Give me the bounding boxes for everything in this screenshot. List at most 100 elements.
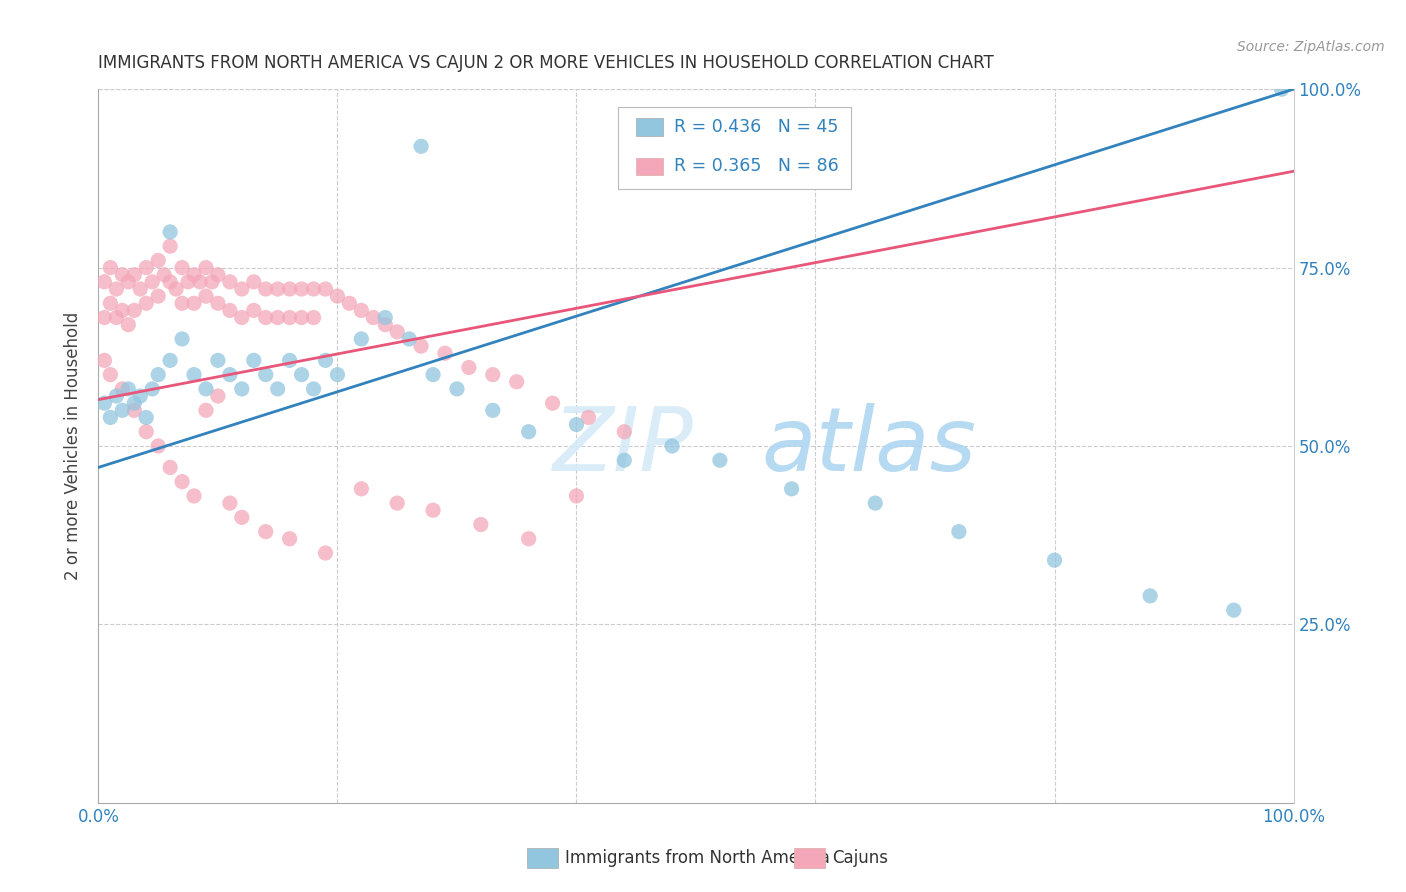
Point	[177, 275, 200, 289]
Point	[517, 532, 540, 546]
Text: R = 0.365   N = 86: R = 0.365 N = 86	[675, 157, 839, 175]
Point	[578, 410, 600, 425]
Point	[302, 282, 325, 296]
Point	[219, 368, 242, 382]
Point	[148, 439, 170, 453]
Point	[135, 410, 157, 425]
Point	[129, 389, 152, 403]
Point	[254, 310, 277, 325]
Point	[195, 403, 218, 417]
Text: ZIP: ZIP	[553, 403, 693, 489]
Point	[243, 275, 266, 289]
Point	[350, 332, 373, 346]
Point	[207, 268, 229, 282]
Point	[124, 396, 146, 410]
Point	[231, 510, 253, 524]
Point	[278, 310, 301, 325]
Text: Source: ZipAtlas.com: Source: ZipAtlas.com	[1237, 40, 1385, 54]
Point	[159, 353, 181, 368]
Point	[267, 310, 290, 325]
Point	[124, 403, 146, 417]
FancyBboxPatch shape	[637, 119, 662, 136]
Point	[363, 310, 385, 325]
Point	[117, 275, 139, 289]
Point	[195, 260, 218, 275]
Point	[207, 389, 229, 403]
Point	[339, 296, 361, 310]
Point	[201, 275, 224, 289]
Point	[195, 382, 218, 396]
Point	[254, 524, 277, 539]
Point	[207, 353, 229, 368]
Point	[446, 382, 468, 396]
Point	[124, 303, 146, 318]
Point	[183, 368, 205, 382]
Point	[111, 403, 134, 417]
Point	[398, 332, 420, 346]
Point	[481, 403, 505, 417]
Point	[1043, 553, 1066, 567]
Point	[183, 296, 205, 310]
Point	[613, 453, 636, 467]
Point	[385, 496, 409, 510]
Point	[458, 360, 481, 375]
Point	[481, 368, 505, 382]
Point	[153, 268, 176, 282]
Point	[315, 353, 337, 368]
Point	[135, 260, 157, 275]
Point	[172, 296, 194, 310]
Text: atlas: atlas	[762, 403, 977, 489]
Text: Cajuns: Cajuns	[832, 849, 889, 867]
Point	[98, 296, 122, 310]
Point	[267, 382, 290, 396]
Point	[117, 382, 139, 396]
Text: R = 0.436   N = 45: R = 0.436 N = 45	[675, 118, 839, 136]
Point	[350, 303, 373, 318]
Point	[148, 289, 170, 303]
Point	[254, 282, 277, 296]
Point	[135, 296, 157, 310]
Point	[243, 303, 266, 318]
Point	[470, 517, 492, 532]
Point	[111, 382, 134, 396]
Point	[172, 332, 194, 346]
Point	[98, 368, 122, 382]
Point	[111, 268, 134, 282]
Point	[565, 417, 588, 432]
Point	[411, 139, 433, 153]
Point	[422, 368, 444, 382]
Point	[188, 275, 211, 289]
Point	[278, 532, 301, 546]
Point	[111, 303, 134, 318]
Point	[172, 260, 194, 275]
Point	[709, 453, 731, 467]
Point	[350, 482, 373, 496]
Point	[1223, 603, 1246, 617]
Point	[374, 310, 396, 325]
Point	[315, 282, 337, 296]
Point	[661, 439, 683, 453]
Point	[231, 282, 253, 296]
Point	[105, 389, 128, 403]
Point	[291, 310, 314, 325]
Point	[302, 382, 325, 396]
Point	[278, 353, 301, 368]
Point	[141, 382, 163, 396]
Point	[385, 325, 409, 339]
Point	[93, 310, 115, 325]
Point	[124, 268, 146, 282]
Point	[219, 496, 242, 510]
Point	[129, 282, 152, 296]
Point	[98, 260, 122, 275]
Text: Immigrants from North America: Immigrants from North America	[565, 849, 830, 867]
Point	[506, 375, 529, 389]
Point	[422, 503, 444, 517]
Point	[865, 496, 887, 510]
Point	[231, 310, 253, 325]
Point	[159, 275, 181, 289]
Point	[948, 524, 970, 539]
Point	[93, 396, 115, 410]
Point	[165, 282, 187, 296]
Text: IMMIGRANTS FROM NORTH AMERICA VS CAJUN 2 OR MORE VEHICLES IN HOUSEHOLD CORRELATI: IMMIGRANTS FROM NORTH AMERICA VS CAJUN 2…	[98, 54, 994, 72]
Point	[243, 353, 266, 368]
